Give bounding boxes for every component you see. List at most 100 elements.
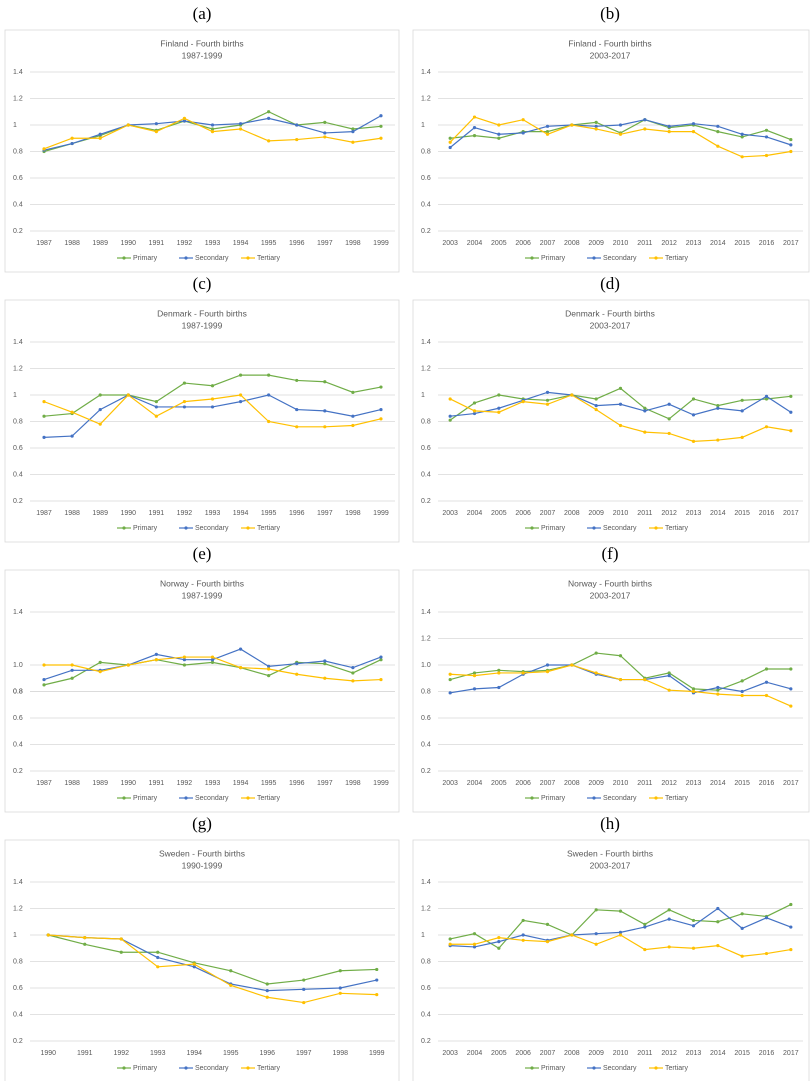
point (98, 422, 102, 426)
legend-label: Tertiary (665, 795, 688, 802)
point (267, 664, 271, 668)
point (295, 123, 299, 127)
point (594, 407, 598, 412)
point (497, 410, 501, 414)
panel-label: (f) (602, 544, 619, 563)
x-tick-label: 2003 (442, 780, 458, 787)
chart-frame (4, 29, 400, 273)
y-tick-label: 0.4 (13, 201, 23, 208)
legend-label: Primary (541, 525, 566, 532)
point (156, 965, 160, 969)
point (295, 672, 299, 676)
point (740, 679, 744, 683)
point (70, 141, 74, 146)
point (42, 683, 46, 687)
legend-marker (592, 1066, 596, 1070)
panel-label: (g) (192, 814, 212, 833)
point (643, 118, 647, 122)
x-tick-label: 1992 (177, 240, 193, 247)
point (448, 942, 452, 946)
point (238, 127, 243, 131)
point (126, 663, 130, 667)
point (154, 658, 158, 662)
x-tick-label: 2007 (540, 510, 556, 517)
x-tick-label: 2012 (661, 1050, 677, 1057)
x-tick-label: 2014 (710, 1050, 726, 1057)
legend-marker (246, 1066, 250, 1070)
point (379, 658, 383, 662)
point (594, 127, 598, 131)
x-tick-label: 2017 (783, 780, 799, 787)
y-tick-label: 0.2 (421, 1038, 431, 1045)
x-tick-label: 2015 (734, 780, 750, 787)
legend-marker (122, 796, 126, 800)
legend-marker (184, 256, 188, 260)
x-tick-label: 2006 (515, 510, 531, 517)
y-tick-label: 1.2 (421, 365, 431, 372)
point (497, 132, 501, 136)
point (42, 414, 46, 418)
point (267, 667, 271, 671)
point (545, 922, 550, 927)
y-tick-label: 0.6 (13, 985, 23, 992)
legend-label: Primary (541, 1065, 566, 1072)
x-tick-label: 1993 (205, 510, 221, 517)
chart-title: Finland - Fourth births (568, 38, 651, 48)
x-tick-label: 2017 (783, 240, 799, 247)
point (379, 124, 383, 128)
point (691, 918, 696, 923)
point (764, 916, 769, 920)
point (379, 385, 383, 389)
legend-label: Secondary (603, 525, 637, 532)
x-tick-label: 1997 (296, 1050, 312, 1057)
chart-subtitle: 2003-2017 (590, 590, 631, 600)
x-tick-label: 2011 (637, 240, 652, 247)
point (740, 132, 744, 136)
point (521, 118, 525, 122)
point (323, 662, 327, 666)
y-tick-label: 1.0 (13, 662, 23, 669)
point (126, 123, 130, 127)
chart-frame (412, 299, 810, 543)
point (643, 409, 647, 413)
point (351, 130, 355, 134)
chart-title: Finland - Fourth births (160, 38, 243, 48)
point (764, 397, 769, 401)
point (83, 936, 87, 940)
point (154, 130, 158, 134)
point (594, 120, 598, 124)
point (295, 407, 299, 412)
point (764, 680, 769, 684)
legend-marker (246, 526, 250, 530)
legend-label: Secondary (195, 795, 229, 802)
legend-label: Primary (133, 795, 158, 802)
legend-label: Tertiary (665, 525, 688, 532)
point (83, 942, 87, 946)
y-tick-label: 0.6 (421, 445, 431, 452)
point (521, 400, 525, 404)
point (323, 131, 327, 135)
point (70, 676, 74, 680)
point (643, 922, 647, 927)
legend-label: Secondary (195, 1065, 229, 1072)
y-tick-label: 1.4 (421, 69, 431, 76)
point (497, 668, 501, 672)
legend-marker (184, 526, 188, 530)
point (618, 909, 623, 913)
chart-subtitle: 2003-2017 (590, 50, 631, 60)
point (42, 147, 46, 151)
point (497, 936, 501, 940)
point (789, 704, 793, 708)
point (497, 123, 501, 127)
chart-title: Norway - Fourth births (160, 578, 244, 588)
point (643, 430, 647, 434)
point (98, 393, 102, 397)
x-tick-label: 2017 (783, 1050, 799, 1057)
y-tick-label: 1.2 (13, 905, 23, 912)
point (323, 409, 327, 413)
x-tick-label: 2009 (588, 780, 604, 787)
chart-title: Denmark - Fourth births (565, 308, 655, 318)
point (448, 140, 452, 144)
x-tick-label: 2008 (564, 780, 580, 787)
x-tick-label: 2016 (759, 510, 775, 517)
